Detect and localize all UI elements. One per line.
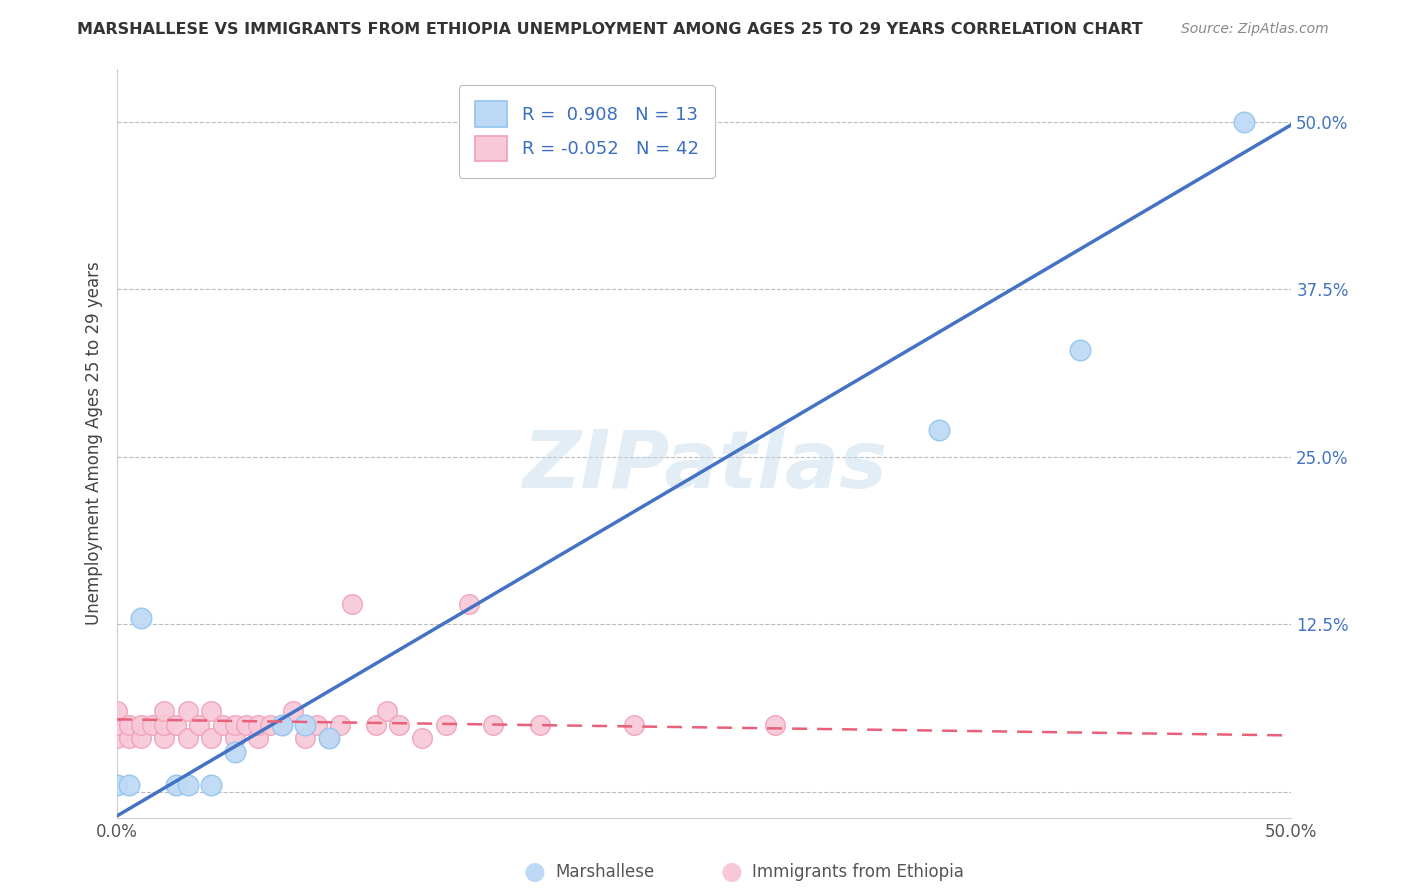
Point: [270, 717, 292, 731]
Text: Marshallese: Marshallese: [555, 863, 655, 881]
Text: ZIPatlas: ZIPatlas: [522, 427, 887, 505]
Point: [153, 717, 176, 731]
Point: [763, 717, 786, 731]
Point: [224, 717, 246, 731]
Point: [200, 778, 222, 792]
Point: [176, 704, 198, 718]
Point: [318, 731, 340, 745]
Point: [305, 717, 328, 731]
Point: [165, 778, 187, 792]
Legend: R =  0.908   N = 13, R = -0.052   N = 42: R = 0.908 N = 13, R = -0.052 N = 42: [458, 85, 716, 178]
Point: [364, 717, 387, 731]
Text: Source: ZipAtlas.com: Source: ZipAtlas.com: [1181, 22, 1329, 37]
Point: [294, 731, 316, 745]
Point: [129, 717, 152, 731]
Point: [105, 717, 128, 731]
Point: [200, 731, 222, 745]
Point: [224, 731, 246, 745]
Point: [224, 744, 246, 758]
Point: [105, 731, 128, 745]
Point: [247, 731, 270, 745]
Text: Immigrants from Ethiopia: Immigrants from Ethiopia: [752, 863, 965, 881]
Point: [247, 717, 270, 731]
Point: [165, 717, 187, 731]
Point: [283, 704, 305, 718]
Text: MARSHALLESE VS IMMIGRANTS FROM ETHIOPIA UNEMPLOYMENT AMONG AGES 25 TO 29 YEARS C: MARSHALLESE VS IMMIGRANTS FROM ETHIOPIA …: [77, 22, 1143, 37]
Text: ●: ●: [720, 861, 742, 884]
Point: [928, 423, 950, 437]
Point: [118, 731, 141, 745]
Point: [153, 731, 176, 745]
Point: [235, 717, 257, 731]
Y-axis label: Unemployment Among Ages 25 to 29 years: Unemployment Among Ages 25 to 29 years: [86, 261, 103, 625]
Point: [176, 731, 198, 745]
Point: [375, 704, 398, 718]
Point: [294, 717, 316, 731]
Point: [529, 717, 551, 731]
Point: [212, 717, 235, 731]
Point: [129, 731, 152, 745]
Point: [105, 704, 128, 718]
Point: [340, 597, 363, 611]
Point: [623, 717, 645, 731]
Point: [200, 704, 222, 718]
Point: [458, 597, 481, 611]
Point: [318, 731, 340, 745]
Point: [118, 778, 141, 792]
Text: ●: ●: [523, 861, 546, 884]
Point: [329, 717, 352, 731]
Point: [482, 717, 505, 731]
Point: [259, 717, 281, 731]
Point: [105, 778, 128, 792]
Point: [1069, 343, 1091, 357]
Point: [188, 717, 211, 731]
Point: [270, 717, 292, 731]
Point: [176, 778, 198, 792]
Point: [411, 731, 433, 745]
Point: [1233, 115, 1256, 129]
Point: [118, 717, 141, 731]
Point: [129, 610, 152, 624]
Point: [141, 717, 163, 731]
Point: [153, 704, 176, 718]
Point: [388, 717, 411, 731]
Point: [105, 717, 128, 731]
Point: [434, 717, 457, 731]
